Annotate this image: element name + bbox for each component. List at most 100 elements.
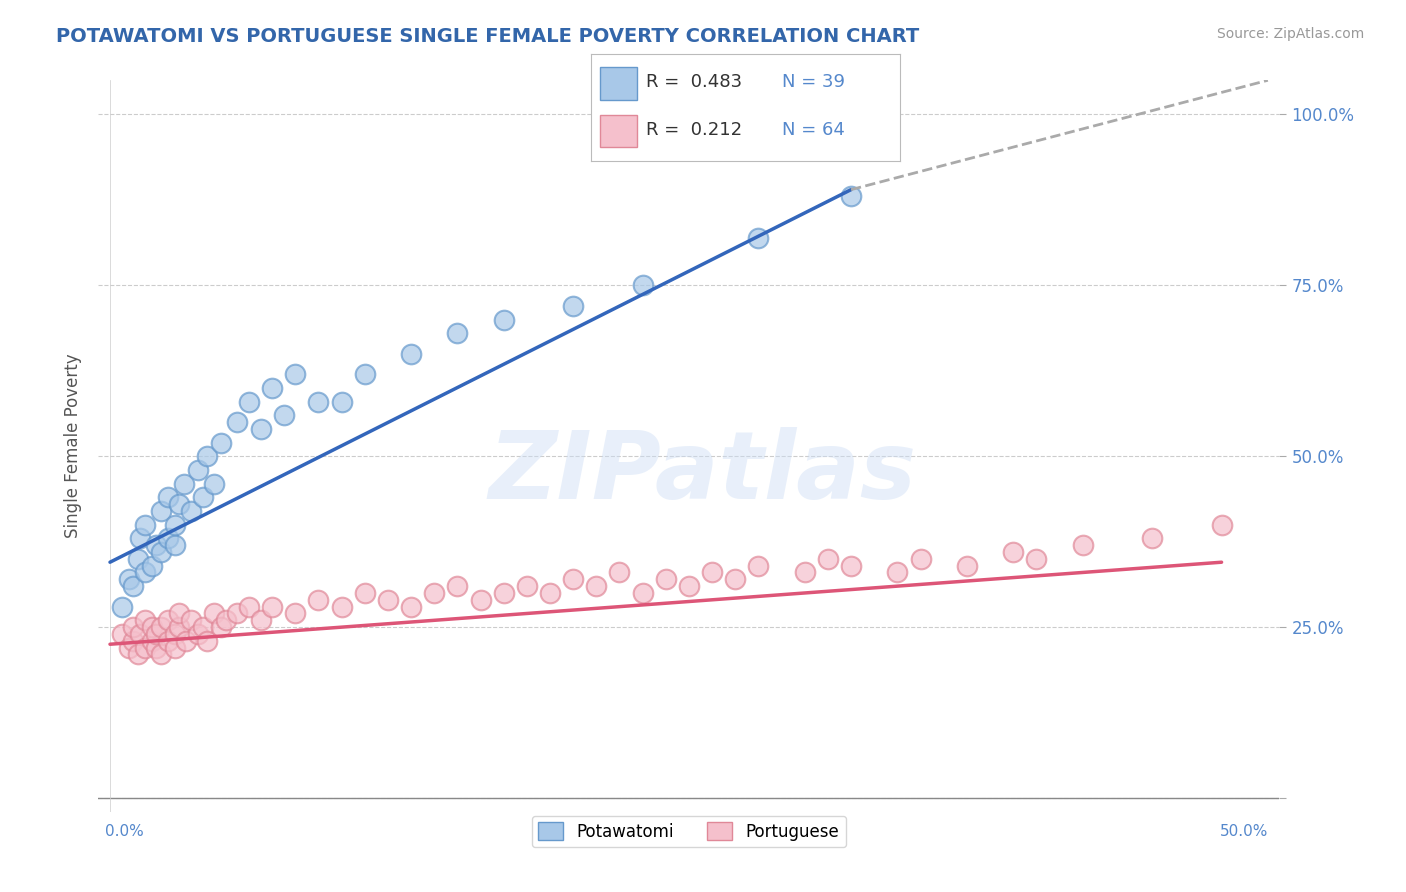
Point [129, 627, 152, 641]
Bar [600, 114, 637, 146]
Point [127, 551, 149, 566]
Point [307, 592, 329, 607]
Point [353, 368, 375, 382]
Point [122, 620, 145, 634]
Text: ZIPatlas: ZIPatlas [489, 426, 917, 519]
Point [724, 572, 747, 586]
Bar [600, 68, 637, 100]
Point [817, 551, 839, 566]
Point [163, 538, 186, 552]
Legend: Potawatomi, Portuguese: Potawatomi, Portuguese [531, 816, 846, 847]
Point [156, 490, 179, 504]
Point [145, 627, 167, 641]
Point [399, 599, 422, 614]
Point [149, 545, 172, 559]
Point [226, 607, 249, 621]
Point [127, 648, 149, 662]
Point [307, 394, 329, 409]
Text: POTAWATOMI VS PORTUGUESE SINGLE FEMALE POVERTY CORRELATION CHART: POTAWATOMI VS PORTUGUESE SINGLE FEMALE P… [56, 27, 920, 45]
Point [1002, 545, 1025, 559]
Point [700, 566, 723, 580]
Text: N = 64: N = 64 [782, 120, 845, 138]
Point [134, 566, 156, 580]
Point [492, 586, 515, 600]
Point [839, 189, 862, 203]
Point [470, 592, 492, 607]
Point [202, 607, 225, 621]
Point [156, 531, 179, 545]
Text: 0.0%: 0.0% [105, 824, 145, 839]
Point [839, 558, 862, 573]
Point [163, 627, 186, 641]
Point [262, 599, 284, 614]
Point [377, 592, 399, 607]
Point [141, 620, 163, 634]
Point [262, 381, 284, 395]
Point [562, 299, 585, 313]
Point [747, 230, 769, 244]
Point [156, 613, 179, 627]
Point [631, 586, 654, 600]
Point [1025, 551, 1047, 566]
Point [910, 551, 932, 566]
Point [793, 566, 815, 580]
Point [747, 558, 769, 573]
Point [249, 422, 271, 436]
Point [249, 613, 271, 627]
Point [122, 579, 145, 593]
Point [353, 586, 375, 600]
Point [169, 607, 191, 621]
Point [134, 613, 156, 627]
Point [226, 415, 249, 429]
Point [122, 633, 145, 648]
Point [145, 640, 167, 655]
Point [145, 538, 167, 552]
Point [273, 409, 295, 423]
Text: R =  0.483: R = 0.483 [647, 73, 742, 91]
Point [141, 633, 163, 648]
Point [1140, 531, 1163, 545]
Point [180, 504, 202, 518]
Point [163, 517, 186, 532]
Point [163, 640, 186, 655]
Point [176, 633, 198, 648]
Y-axis label: Single Female Poverty: Single Female Poverty [65, 354, 83, 538]
Text: N = 39: N = 39 [782, 73, 845, 91]
Point [678, 579, 700, 593]
Point [284, 368, 307, 382]
Point [156, 633, 179, 648]
Point [631, 278, 654, 293]
Point [609, 566, 631, 580]
Point [215, 613, 238, 627]
Point [238, 394, 260, 409]
Point [134, 517, 156, 532]
Point [117, 572, 139, 586]
Point [141, 558, 163, 573]
Point [238, 599, 260, 614]
Point [191, 620, 214, 634]
Point [195, 633, 218, 648]
Point [330, 394, 353, 409]
Point [173, 476, 195, 491]
Point [1071, 538, 1094, 552]
Point [129, 531, 152, 545]
Point [886, 566, 908, 580]
Point [191, 490, 214, 504]
Point [187, 627, 209, 641]
Point [655, 572, 678, 586]
Point [117, 640, 139, 655]
Point [134, 640, 156, 655]
Point [169, 620, 191, 634]
Point [187, 463, 209, 477]
Point [149, 648, 172, 662]
Point [195, 449, 218, 463]
Point [110, 599, 132, 614]
Text: Source: ZipAtlas.com: Source: ZipAtlas.com [1216, 27, 1364, 41]
Point [284, 607, 307, 621]
Point [492, 312, 515, 326]
Text: R =  0.212: R = 0.212 [647, 120, 742, 138]
Point [585, 579, 607, 593]
Point [446, 326, 468, 341]
Point [180, 613, 202, 627]
Point [149, 620, 172, 634]
